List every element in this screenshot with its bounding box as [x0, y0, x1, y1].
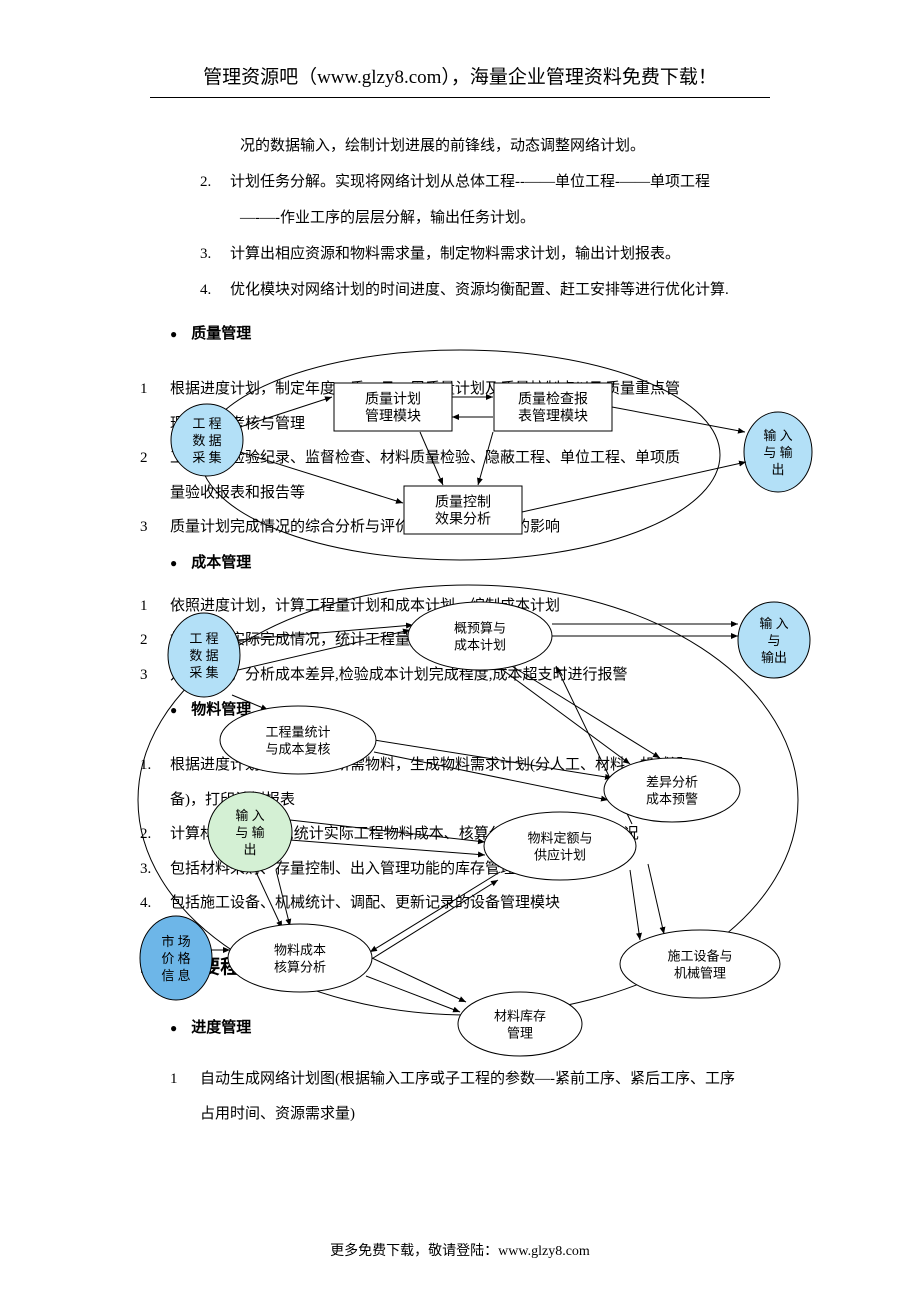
progress-list: 1自动生成网络计划图(根据输入工序或子工程的参数—-紧前工序、紧后工序、工序 占…	[140, 1062, 780, 1131]
bullet-cost: 成本管理	[140, 545, 780, 581]
page-header: 管理资源吧（www.glzy8.com），海量企业管理资料免费下载！	[150, 62, 770, 98]
quality-list: 1根据进度计划，制定年度、季、月、周质量计划及质量控制点以及质量重点管 理工序的…	[140, 372, 780, 545]
top-item-3: 3. 计算出相应资源和物料需求量，制定物料需求计划，输出计划报表。	[140, 236, 780, 272]
top-item-1: 况的数据输入，绘制计划进展的前锋线，动态调整网络计划。	[140, 128, 780, 164]
top-item-2-cont: —-—-作业工序的层层分解，输出任务计划。	[140, 200, 780, 236]
cost-list: 1依照进度计划，计算工程量计划和成本计划，编制成本计划 2根据工程实际完成情况，…	[140, 589, 780, 693]
material-list: 1.根据进度计划，计算工程所需物料，生成物料需求计划(分人工、材料、机械设 备)…	[140, 748, 780, 921]
top-item-2: 2. 计划任务分解。实现将网络计划从总体工程--——单位工程-——单项工程	[140, 164, 780, 200]
bullet-progress: 进度管理	[140, 1010, 780, 1046]
section-title: 1.1.4主要程序功能	[140, 945, 780, 991]
top-item-4: 4. 优化模块对网络计划的时间进度、资源均衡配置、赶工安排等进行优化计算.	[140, 272, 780, 308]
bullet-material: 物料管理	[140, 692, 780, 728]
document-page: 管理资源吧（www.glzy8.com），海量企业管理资料免费下载！ 况的数据输…	[0, 0, 920, 1302]
bullet-quality: 质量管理	[140, 316, 780, 352]
page-footer: 更多免费下载，敬请登陆：www.glzy8.com	[0, 1240, 920, 1260]
body-content: 况的数据输入，绘制计划进展的前锋线，动态调整网络计划。 2. 计划任务分解。实现…	[140, 128, 780, 1131]
